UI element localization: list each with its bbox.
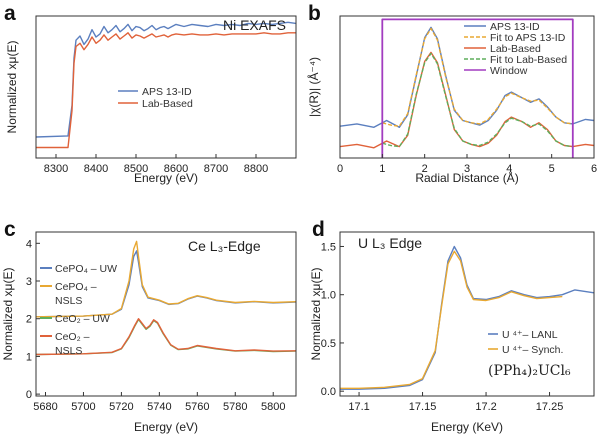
chart-title-d: U L₃ Edge [358, 235, 422, 251]
y-tick-label-c-2: 2 [26, 314, 32, 326]
x-tick-label-c-1: 5700 [71, 401, 95, 413]
x-tick-label-b-3: 3 [464, 163, 470, 175]
x-tick-label-d-2: 17.2 [475, 401, 496, 413]
legend-label-b-1: Fit to APS 13-ID [490, 32, 566, 44]
y-axis-label-b: |χ(R)| (Å⁻⁴) [306, 57, 321, 117]
legend-label-d-0: U ⁴⁺– LANL [502, 329, 558, 341]
series-line-d-1 [340, 250, 563, 389]
x-tick-label-a-1: 8400 [84, 163, 108, 175]
chart-title-a: Ni EXAFS [223, 17, 286, 33]
x-tick-label-c-6: 5800 [261, 401, 285, 413]
legend-label-b-3: Fit to Lab-Based [490, 54, 567, 66]
legend-label-line-c-1-1: NSLS [55, 295, 82, 307]
series-line-b-1 [382, 27, 573, 127]
legend-label-line-c-3-1: NSLS [55, 345, 82, 357]
plot-frame-c [35, 231, 297, 397]
x-tick-label-d-3: 17.25 [536, 401, 564, 413]
plot-frame-d [339, 231, 595, 397]
x-tick-label-a-4: 8700 [204, 163, 228, 175]
panel-a: a 8300 8400 8500 8600 8700 8800 Energy (eV) Norm… [4, 2, 297, 185]
legend-label-b-4: Window [490, 65, 528, 77]
x-tick-label-c-3: 5740 [147, 401, 171, 413]
legend-d: U ⁴⁺– LANL U ⁴⁺– Synch. [488, 329, 563, 356]
x-tick-label-c-2: 5720 [109, 401, 133, 413]
series-line-c-1 [36, 240, 296, 318]
legend-label-b-2: Lab-Based [490, 43, 541, 55]
legend-label-line-c-3-0: CeO₂ – [55, 331, 90, 343]
x-tick-label-b-1: 1 [379, 163, 385, 175]
panel-letter-c: c [4, 218, 16, 241]
series-line-b-4 [381, 18, 574, 158]
x-tick-label-b-5: 5 [549, 163, 555, 175]
y-tick-label-d-2: 1.0 [321, 290, 336, 302]
panel-letter-a: a [4, 2, 16, 25]
x-axis-label-b: Radial Distance (Å) [415, 170, 518, 185]
series-line-b-0 [340, 26, 594, 129]
panel-d: d 17.1 17.15 17.2 17.25 0.0 0.5 1.0 1.5 Energy (K… [309, 218, 595, 434]
legend-label-line-c-1-0: CePO₄ – [55, 281, 97, 293]
series-line-a-1 [36, 32, 296, 149]
x-axis-label-c: Energy (eV) [134, 420, 198, 434]
x-tick-label-d-1: 17.15 [409, 401, 437, 413]
x-tick-label-d-0: 17.1 [348, 401, 369, 413]
plot-frame-a [35, 15, 297, 159]
x-tick-label-b-2: 2 [422, 163, 428, 175]
series-line-c-3 [36, 318, 296, 356]
y-tick-label-c-3: 3 [26, 276, 32, 288]
x-tick-label-b-6: 6 [591, 163, 597, 175]
x-tick-label-a-5: 8800 [244, 163, 268, 175]
panel-b: b 0 1 2 3 4 5 6 Radial Distance (Å) |χ(R)| (Å⁻⁴) A… [306, 2, 597, 185]
panel-letter-b: b [308, 2, 321, 25]
legend-label-c-1: CePO₄ – NSLS [55, 281, 97, 307]
annotation-d: (PPh₄)₂UCl₆ [488, 363, 571, 379]
y-tick-label-d-1: 0.5 [321, 338, 336, 350]
y-axis-label-a: Normalized xμ(E) [5, 41, 19, 134]
y-tick-label-c-0: 0 [26, 389, 32, 401]
x-tick-label-c-4: 5760 [185, 401, 209, 413]
legend-label-a-0: APS 13-ID [142, 86, 192, 98]
x-tick-label-a-2: 8500 [124, 163, 148, 175]
x-tick-label-c-5: 5780 [223, 401, 247, 413]
y-tick-label-d-0: 0.0 [321, 386, 336, 398]
y-tick-label-c-1: 1 [26, 351, 32, 363]
x-axis-label-d: Energy (KeV) [431, 420, 503, 434]
y-axis-label-d: Normalized xμ(E) [309, 268, 323, 361]
legend-label-c-0: CePO₄ – UW [55, 263, 117, 275]
y-axis-label-c: Normalized xμ(E) [1, 268, 15, 361]
legend-c: CePO₄ – UW CePO₄ – NSLS CeO₂ – UW CeO₂ – NSLS [40, 263, 117, 357]
y-tick-label-c-4: 4 [26, 238, 32, 250]
y-tick-label-d-3: 1.5 [321, 241, 336, 253]
legend-label-c-3: CeO₂ – NSLS [55, 331, 90, 357]
series-line-b-3 [382, 52, 573, 148]
x-tick-label-b-4: 4 [506, 163, 512, 175]
series-line-a-0 [36, 21, 296, 138]
x-tick-label-b-0: 0 [337, 163, 343, 175]
legend-label-d-1: U ⁴⁺– Synch. [502, 344, 563, 356]
panel-letter-d: d [312, 218, 325, 241]
x-tick-label-a-3: 8600 [164, 163, 188, 175]
legend-label-c-2: CeO₂ – UW [55, 313, 110, 325]
panel-c: c 5680 5700 5720 5740 5760 5780 5800 0 1 2 3 4 Energy… [1, 218, 297, 434]
x-tick-label-a-0: 8300 [44, 163, 68, 175]
legend-label-a-1: Lab-Based [142, 98, 193, 110]
x-tick-label-c-0: 5680 [33, 401, 57, 413]
chart-title-c: Ce L₃-Edge [188, 238, 261, 254]
x-axis-label-a: Energy (eV) [134, 171, 198, 185]
legend-label-b-0: APS 13-ID [490, 21, 540, 33]
